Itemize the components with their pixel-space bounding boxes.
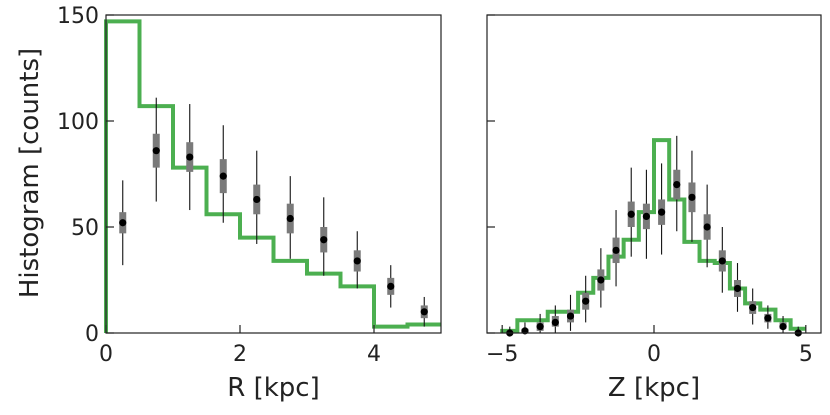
data-point — [219, 172, 227, 180]
data-point — [764, 314, 772, 322]
data-point — [733, 284, 742, 293]
data-point — [551, 318, 559, 326]
data-point — [627, 210, 635, 218]
data-point — [286, 214, 294, 223]
y-tick-label: 0 — [85, 322, 99, 347]
data-point — [657, 208, 666, 216]
data-point — [186, 153, 194, 161]
x-tick-label: −5 — [486, 342, 518, 367]
x-tick-label: 2 — [233, 342, 247, 367]
y-tick-label: 50 — [71, 216, 99, 241]
y-tick-label: 100 — [57, 110, 99, 135]
x-axis-label: Z [kpc] — [608, 373, 700, 403]
data-point — [642, 212, 651, 220]
data-point — [749, 303, 757, 312]
data-point — [152, 147, 160, 155]
y-tick-label: 150 — [57, 4, 99, 29]
data-point — [420, 308, 428, 316]
x-axis-label: R [kpc] — [227, 373, 319, 403]
x-tick-label: 0 — [647, 342, 661, 367]
data-point — [353, 257, 361, 265]
data-point — [688, 193, 696, 201]
model-step-line — [500, 138, 806, 333]
x-tick-label: 4 — [367, 342, 381, 367]
data-point — [387, 282, 395, 290]
panel-z: −5 0 5 Z [kpc] — [486, 14, 822, 403]
data-point — [119, 219, 127, 227]
data-point — [612, 246, 620, 254]
data-point — [703, 223, 711, 231]
data-point — [718, 257, 726, 265]
data-point — [582, 297, 590, 305]
panel-r: 0 2 4 0 50 100 150 R [kpc] — [57, 4, 442, 403]
model-step-line — [104, 19, 441, 333]
data-point — [779, 323, 787, 331]
x-tick-label: 5 — [799, 342, 813, 367]
x-tick-label: 0 — [99, 342, 113, 367]
data-point — [566, 312, 575, 320]
plot-frame — [105, 14, 442, 334]
data-point — [536, 323, 544, 331]
y-axis-label: Histogram [counts] — [15, 48, 45, 298]
data-point — [253, 195, 261, 204]
data-point — [673, 181, 681, 189]
data-point — [597, 276, 605, 284]
data-point — [320, 236, 328, 244]
